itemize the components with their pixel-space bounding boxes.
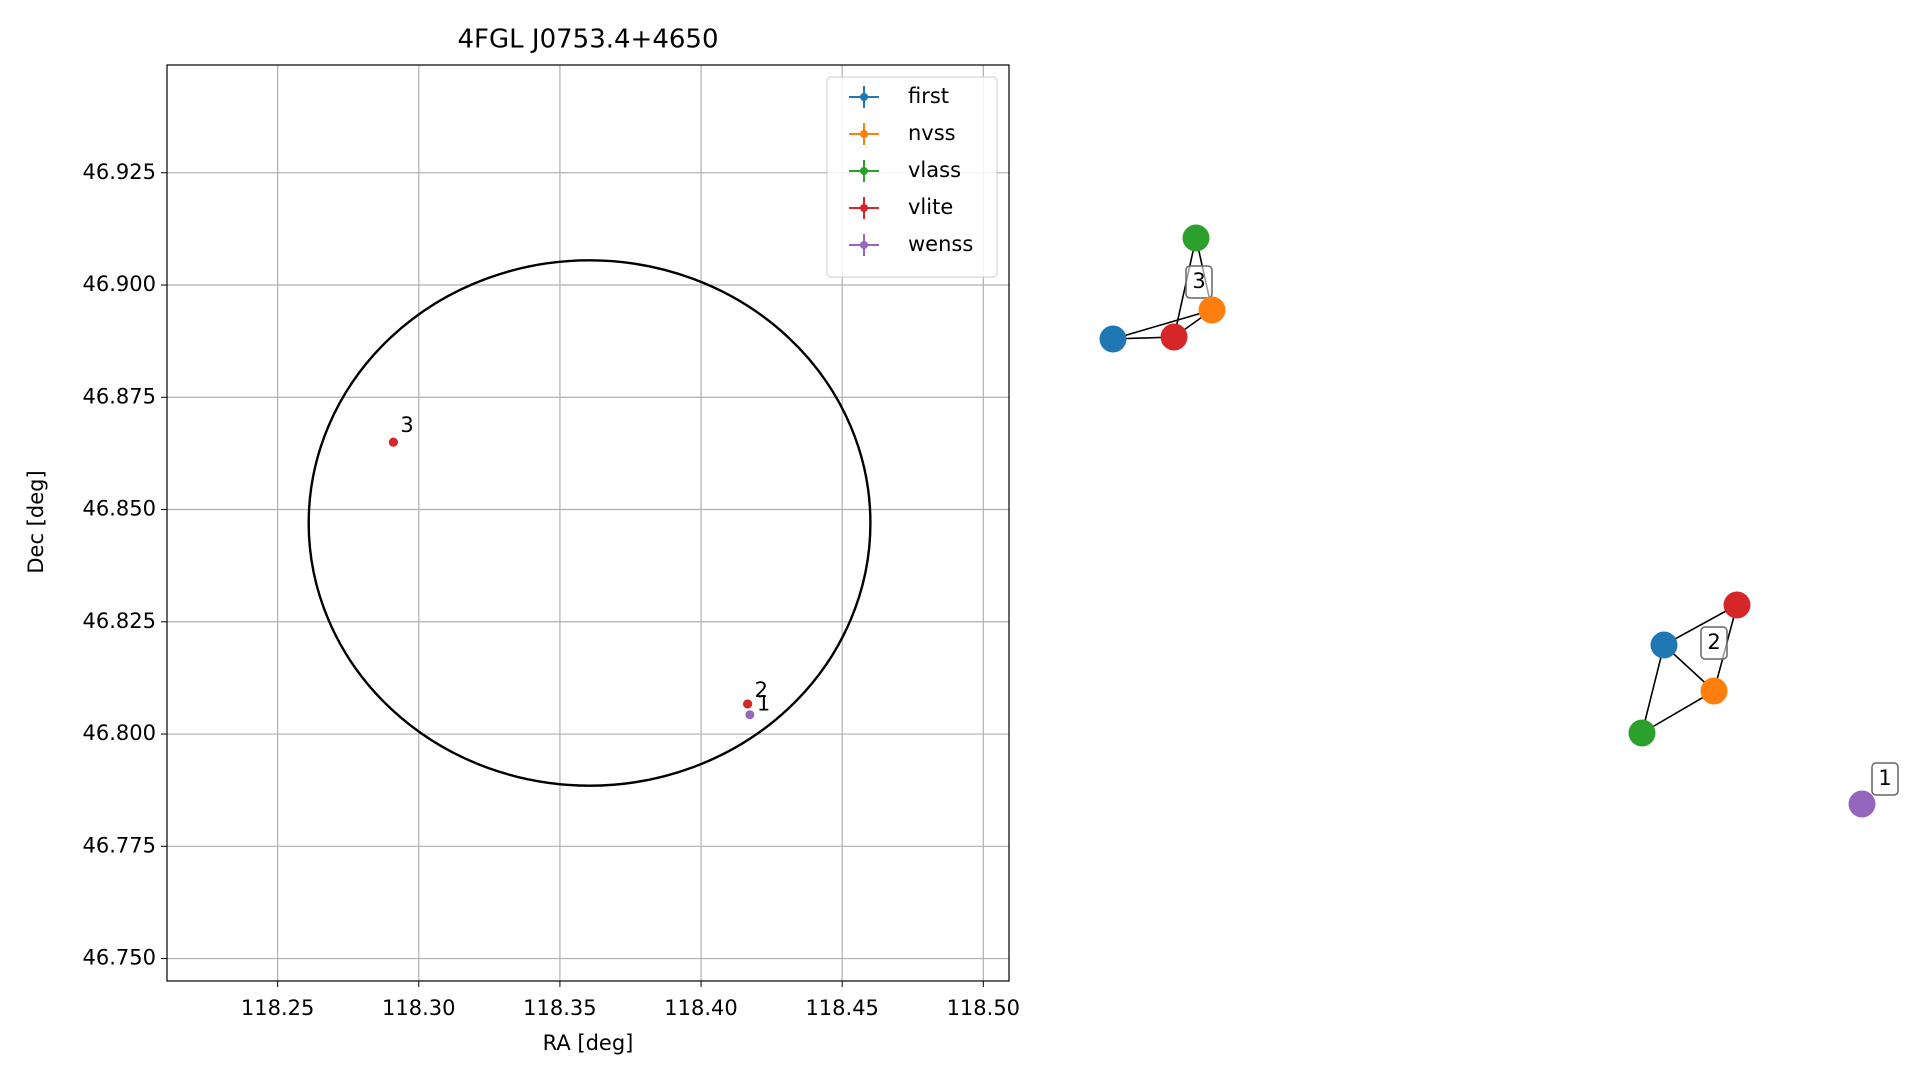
y-tick-label: 46.875 <box>83 384 156 408</box>
region-ellipse <box>307 259 872 787</box>
y-tick-label: 46.825 <box>83 609 156 633</box>
y-tick-label: 46.925 <box>83 160 156 184</box>
legend-label: vlite <box>908 195 953 219</box>
graph-node <box>1182 224 1210 252</box>
group-label-box <box>1700 626 1728 660</box>
graph-node <box>1700 677 1728 705</box>
legend-label: nvss <box>908 121 956 145</box>
x-tick-label: 118.45 <box>805 996 878 1020</box>
group-label: 1 <box>1878 766 1891 790</box>
y-tick-label: 46.850 <box>83 497 156 521</box>
group-label-box <box>1871 762 1899 796</box>
legend-marker <box>860 93 868 101</box>
x-tick-label: 118.50 <box>947 996 1020 1020</box>
graph-node <box>1198 296 1226 324</box>
legend-marker <box>860 241 868 249</box>
x-axis-label: RA [deg] <box>543 1031 634 1055</box>
data-point <box>388 437 398 447</box>
graph-node <box>1160 323 1188 351</box>
y-tick-label: 46.800 <box>83 721 156 745</box>
network-graph: 3 2 1 <box>1099 224 1899 818</box>
point-label: 3 <box>400 413 413 437</box>
data-point <box>743 699 753 709</box>
y-axis-label: Dec [deg] <box>24 470 48 573</box>
graph-edge <box>1641 690 1715 734</box>
legend-label: wenss <box>908 232 973 256</box>
y-tick-label: 46.900 <box>83 272 156 296</box>
legend-marker <box>860 204 868 212</box>
legend-marker <box>860 130 868 138</box>
point-label: 1 <box>757 692 770 716</box>
x-tick-label: 118.35 <box>523 996 596 1020</box>
graph-node <box>1848 790 1876 818</box>
graph-node <box>1723 591 1751 619</box>
x-tick-label: 118.40 <box>664 996 737 1020</box>
legend-label: first <box>908 84 949 108</box>
graph-node <box>1099 325 1127 353</box>
plot-area: 118.25 118.30 118.35 118.40 118.45 118.50 46.7… <box>83 64 1020 1020</box>
group-label: 3 <box>1192 269 1205 293</box>
axes-frame <box>166 64 1010 982</box>
legend-label: vlass <box>908 158 961 182</box>
graph-edge <box>1112 309 1213 340</box>
graph-edge <box>1663 604 1738 646</box>
graph-edge <box>1173 237 1197 338</box>
y-tick-label: 46.775 <box>83 833 156 857</box>
graph-edge <box>1641 644 1665 734</box>
data-point <box>745 710 755 720</box>
legend: first nvss vlass vlite wenss <box>826 76 998 278</box>
graph-node <box>1650 631 1678 659</box>
group-label: 2 <box>1707 630 1720 654</box>
point-label: 2 <box>755 678 768 702</box>
chart-title: 4FGL J0753.4+4650 <box>458 25 719 55</box>
x-tick-label: 118.30 <box>382 996 455 1020</box>
legend-marker <box>860 167 868 175</box>
x-tick-label: 118.25 <box>241 996 314 1020</box>
graph-node <box>1628 719 1656 747</box>
group-label-box <box>1185 265 1213 299</box>
legend-box <box>826 76 998 278</box>
y-tick-label: 46.750 <box>83 946 156 970</box>
